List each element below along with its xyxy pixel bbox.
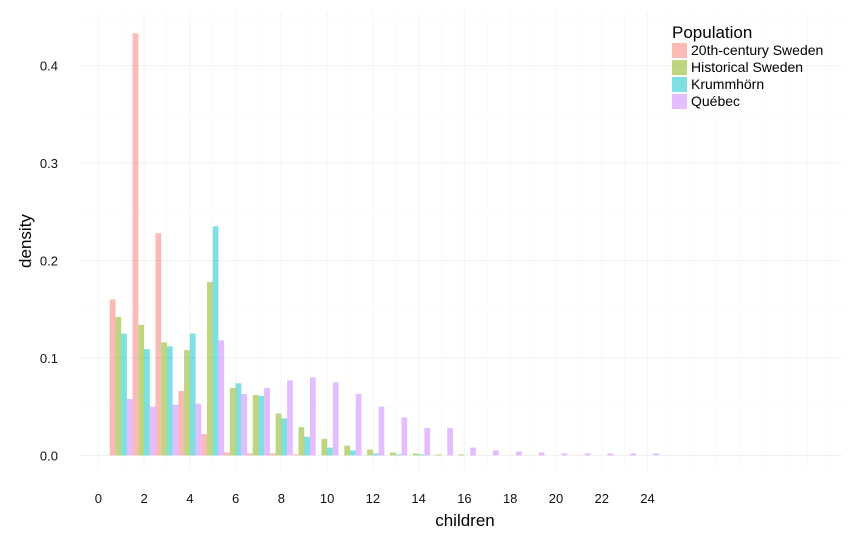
bar bbox=[207, 281, 213, 456]
bar bbox=[144, 349, 150, 456]
bar bbox=[372, 453, 379, 456]
bar bbox=[653, 453, 659, 456]
bar bbox=[367, 449, 373, 456]
bar bbox=[470, 447, 476, 456]
bar bbox=[321, 438, 328, 456]
bar bbox=[178, 391, 185, 456]
bar bbox=[378, 406, 385, 456]
legend-swatch bbox=[672, 60, 687, 75]
bar bbox=[390, 452, 396, 456]
y-tick-label: 0.4 bbox=[40, 59, 58, 74]
bar bbox=[298, 427, 305, 456]
legend-swatch bbox=[672, 43, 687, 58]
bar bbox=[195, 403, 202, 456]
x-tick-label: 16 bbox=[457, 491, 471, 506]
x-tick-label: 22 bbox=[594, 491, 608, 506]
bar bbox=[149, 406, 156, 456]
bar bbox=[138, 324, 145, 456]
bar bbox=[258, 395, 265, 456]
bar bbox=[447, 428, 453, 456]
bar bbox=[561, 453, 568, 456]
bar bbox=[435, 454, 442, 456]
bar bbox=[287, 380, 293, 456]
bar bbox=[201, 433, 207, 456]
legend-title: Population bbox=[672, 23, 752, 42]
x-tick-label: 8 bbox=[278, 491, 285, 506]
bar bbox=[309, 377, 316, 456]
x-tick-label: 20 bbox=[549, 491, 563, 506]
bar bbox=[235, 383, 242, 456]
bar bbox=[584, 453, 591, 456]
bar bbox=[304, 436, 310, 456]
bar bbox=[350, 450, 356, 456]
x-tick-label: 24 bbox=[640, 491, 654, 506]
bar bbox=[292, 454, 299, 456]
y-tick-label: 0.3 bbox=[40, 156, 58, 171]
bar bbox=[395, 454, 402, 456]
bar bbox=[121, 333, 127, 456]
x-tick-label: 14 bbox=[411, 491, 425, 506]
y-axis-title: density bbox=[16, 214, 35, 268]
y-tick-label: 0.0 bbox=[40, 448, 58, 463]
legend-label: Québec bbox=[691, 93, 740, 109]
x-tick-labels: 0 2 4 6 8 10 12 14 16 18 20 22 24 bbox=[95, 491, 655, 506]
bar bbox=[275, 413, 282, 456]
bar bbox=[355, 393, 362, 456]
bar bbox=[281, 418, 288, 456]
bar bbox=[172, 404, 179, 456]
bar bbox=[212, 226, 219, 456]
x-tick-label: 2 bbox=[140, 491, 147, 506]
bar bbox=[241, 393, 248, 456]
bar bbox=[630, 453, 637, 456]
bar bbox=[538, 452, 545, 456]
y-tick-label: 0.1 bbox=[40, 351, 58, 366]
x-tick-label: 4 bbox=[186, 491, 193, 506]
bar bbox=[189, 333, 196, 456]
bar bbox=[247, 453, 253, 456]
legend-swatch bbox=[672, 94, 687, 109]
y-tick-labels: 0.0 0.1 0.2 0.3 0.4 bbox=[40, 59, 58, 464]
legend-label: 20th-century Sweden bbox=[691, 42, 823, 58]
bar bbox=[109, 299, 116, 456]
bar bbox=[115, 317, 122, 456]
bar bbox=[155, 233, 162, 456]
bar bbox=[458, 454, 465, 456]
legend-label: Krummhörn bbox=[691, 76, 764, 92]
bars bbox=[109, 33, 659, 456]
bar bbox=[252, 394, 259, 456]
bar bbox=[229, 388, 236, 456]
bar bbox=[424, 428, 431, 456]
legend-swatch bbox=[672, 77, 687, 92]
x-tick-label: 12 bbox=[366, 491, 380, 506]
bar bbox=[401, 417, 408, 456]
grid-lines bbox=[80, 12, 842, 470]
bar bbox=[332, 382, 339, 456]
bar bbox=[224, 452, 230, 456]
legend: Population 20th-century SwedenHistorical… bbox=[672, 23, 823, 109]
x-tick-label: 0 bbox=[95, 491, 102, 506]
bar bbox=[264, 388, 270, 456]
x-axis-title: children bbox=[435, 511, 495, 530]
bar bbox=[515, 451, 522, 456]
bar bbox=[132, 33, 139, 456]
y-tick-label: 0.2 bbox=[40, 253, 58, 268]
bar bbox=[269, 453, 276, 456]
bar bbox=[607, 453, 614, 456]
x-tick-label: 6 bbox=[232, 491, 239, 506]
bar bbox=[418, 454, 425, 456]
bar bbox=[184, 350, 190, 456]
bar bbox=[344, 445, 351, 456]
bar bbox=[493, 450, 499, 456]
bar bbox=[166, 346, 173, 456]
bar bbox=[412, 453, 419, 456]
bar bbox=[218, 340, 225, 456]
bar bbox=[126, 398, 133, 456]
x-tick-label: 10 bbox=[320, 491, 334, 506]
bar bbox=[327, 447, 333, 456]
legend-label: Historical Sweden bbox=[691, 59, 803, 75]
bar bbox=[161, 342, 167, 456]
x-tick-label: 18 bbox=[503, 491, 517, 506]
